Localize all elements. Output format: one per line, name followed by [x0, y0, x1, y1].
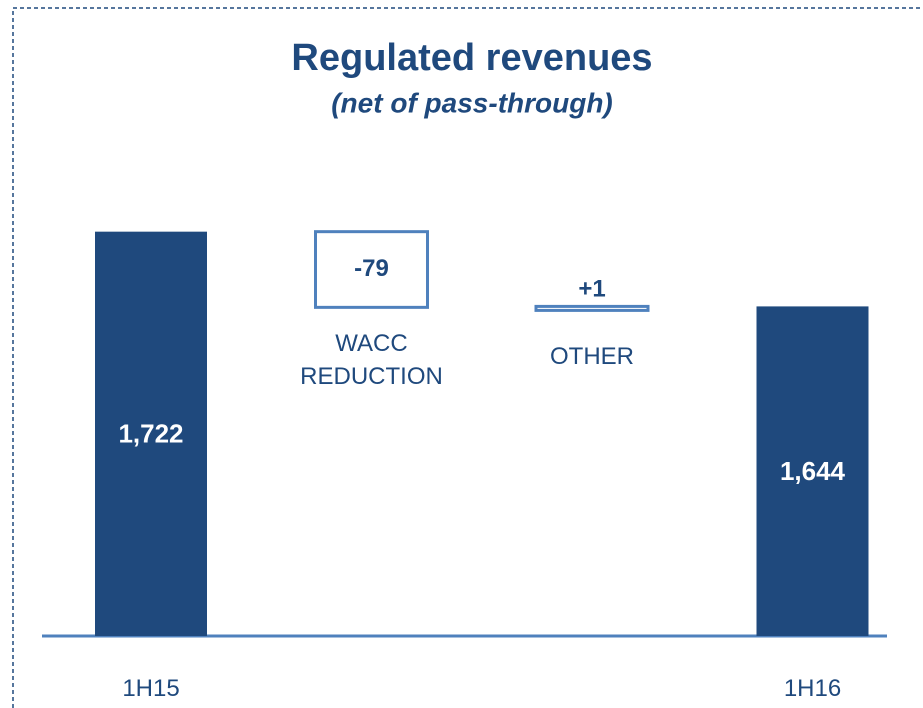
- chart-title: Regulated revenues: [291, 37, 652, 79]
- value-label: 1,644: [780, 456, 846, 486]
- category-label: OTHER: [550, 343, 634, 371]
- category-label: 1H16: [783, 675, 842, 702]
- chart-subtitle: (net of pass-through): [331, 87, 613, 118]
- category-label: WACC REDUCTION: [300, 330, 443, 391]
- total-bar: [756, 306, 869, 636]
- value-label: -79: [354, 255, 389, 282]
- delta-box: [534, 304, 650, 312]
- delta-box: [314, 230, 429, 309]
- value-label: 1,722: [118, 419, 183, 449]
- value-label: +1: [578, 276, 605, 303]
- total-bar: [95, 231, 207, 637]
- category-label: 1H15: [122, 675, 180, 702]
- dashed-frame: [12, 7, 923, 708]
